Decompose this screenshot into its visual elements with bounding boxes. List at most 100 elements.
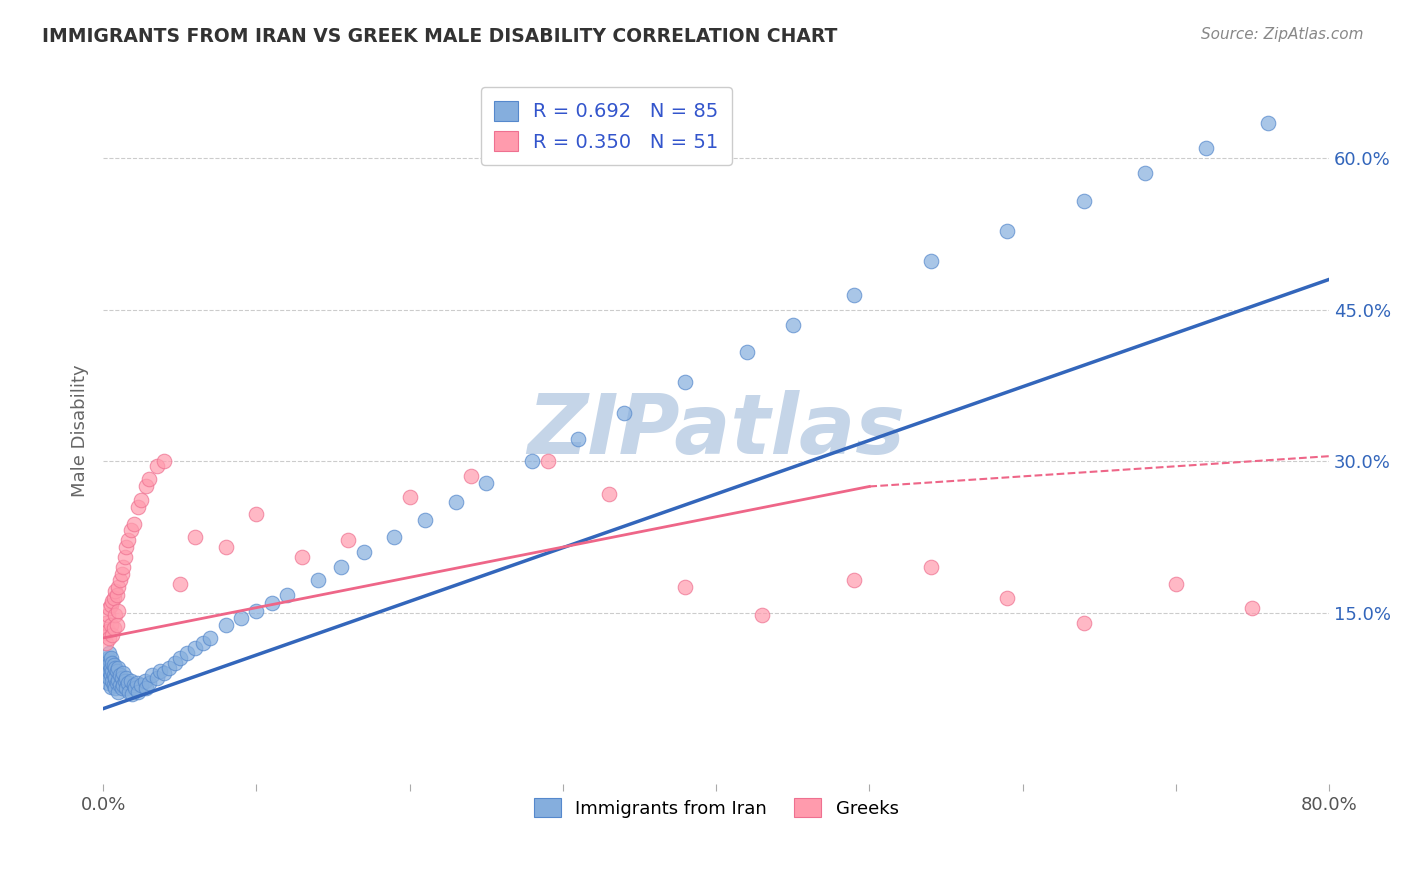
Point	[98, 631, 121, 645]
Point	[920, 254, 942, 268]
Point	[125, 676, 148, 690]
Point	[291, 550, 314, 565]
Point	[307, 574, 329, 588]
Point	[104, 607, 127, 622]
Point	[124, 681, 146, 696]
Point	[110, 672, 132, 686]
Point	[153, 454, 176, 468]
Point	[184, 530, 207, 544]
Point	[98, 646, 121, 660]
Point	[131, 492, 153, 507]
Point	[165, 657, 187, 671]
Point	[460, 469, 482, 483]
Point	[93, 626, 115, 640]
Point	[169, 577, 191, 591]
Point	[112, 666, 135, 681]
Point	[103, 658, 125, 673]
Point	[114, 550, 136, 565]
Point	[229, 611, 252, 625]
Point	[101, 628, 124, 642]
Point	[145, 672, 167, 686]
Point	[105, 588, 128, 602]
Point	[245, 507, 267, 521]
Point	[100, 618, 122, 632]
Point	[135, 479, 157, 493]
Point	[413, 513, 436, 527]
Point	[104, 681, 127, 696]
Point	[105, 618, 128, 632]
Text: Source: ZipAtlas.com: Source: ZipAtlas.com	[1201, 27, 1364, 42]
Point	[103, 621, 125, 635]
Point	[475, 476, 498, 491]
Point	[134, 674, 156, 689]
Point	[103, 678, 125, 692]
Point	[97, 651, 120, 665]
Point	[100, 681, 122, 695]
Point	[1164, 577, 1187, 591]
Point	[107, 661, 129, 675]
Point	[135, 681, 157, 696]
Point	[215, 618, 238, 632]
Point	[107, 684, 129, 698]
Point	[98, 600, 121, 615]
Point	[115, 672, 138, 686]
Point	[107, 604, 129, 618]
Point	[1257, 116, 1279, 130]
Point	[115, 681, 138, 696]
Point	[842, 287, 865, 301]
Point	[1133, 166, 1156, 180]
Point	[1241, 600, 1264, 615]
Point	[920, 560, 942, 574]
Point	[127, 500, 149, 514]
Point	[245, 604, 267, 618]
Point	[567, 432, 589, 446]
Text: IMMIGRANTS FROM IRAN VS GREEK MALE DISABILITY CORRELATION CHART: IMMIGRANTS FROM IRAN VS GREEK MALE DISAB…	[42, 27, 838, 45]
Point	[100, 651, 122, 665]
Point	[114, 674, 136, 689]
Point	[598, 486, 620, 500]
Point	[120, 674, 142, 689]
Point	[96, 654, 118, 668]
Point	[995, 591, 1018, 605]
Point	[260, 596, 283, 610]
Point	[118, 684, 141, 698]
Point	[103, 668, 125, 682]
Point	[191, 636, 214, 650]
Point	[1073, 615, 1095, 630]
Point	[98, 672, 121, 686]
Point	[93, 661, 115, 675]
Point	[782, 318, 804, 332]
Point	[536, 454, 558, 468]
Point	[108, 574, 131, 588]
Point	[107, 673, 129, 688]
Point	[108, 668, 131, 682]
Point	[122, 678, 145, 692]
Point	[96, 615, 118, 630]
Point	[522, 454, 544, 468]
Point	[157, 661, 180, 675]
Point	[101, 665, 124, 679]
Point	[115, 540, 138, 554]
Point	[112, 560, 135, 574]
Point	[104, 583, 127, 598]
Point	[98, 665, 121, 679]
Point	[353, 545, 375, 559]
Point	[103, 591, 125, 605]
Point	[112, 678, 135, 692]
Point	[100, 598, 122, 612]
Point	[107, 581, 129, 595]
Point	[153, 666, 176, 681]
Point	[127, 684, 149, 698]
Point	[105, 676, 128, 690]
Point	[97, 676, 120, 690]
Point	[1073, 194, 1095, 208]
Point	[145, 459, 167, 474]
Point	[337, 533, 360, 547]
Point	[673, 376, 696, 390]
Point	[101, 674, 124, 689]
Point	[100, 668, 122, 682]
Point	[117, 533, 139, 547]
Point	[751, 607, 773, 622]
Point	[96, 636, 118, 650]
Point	[101, 657, 124, 671]
